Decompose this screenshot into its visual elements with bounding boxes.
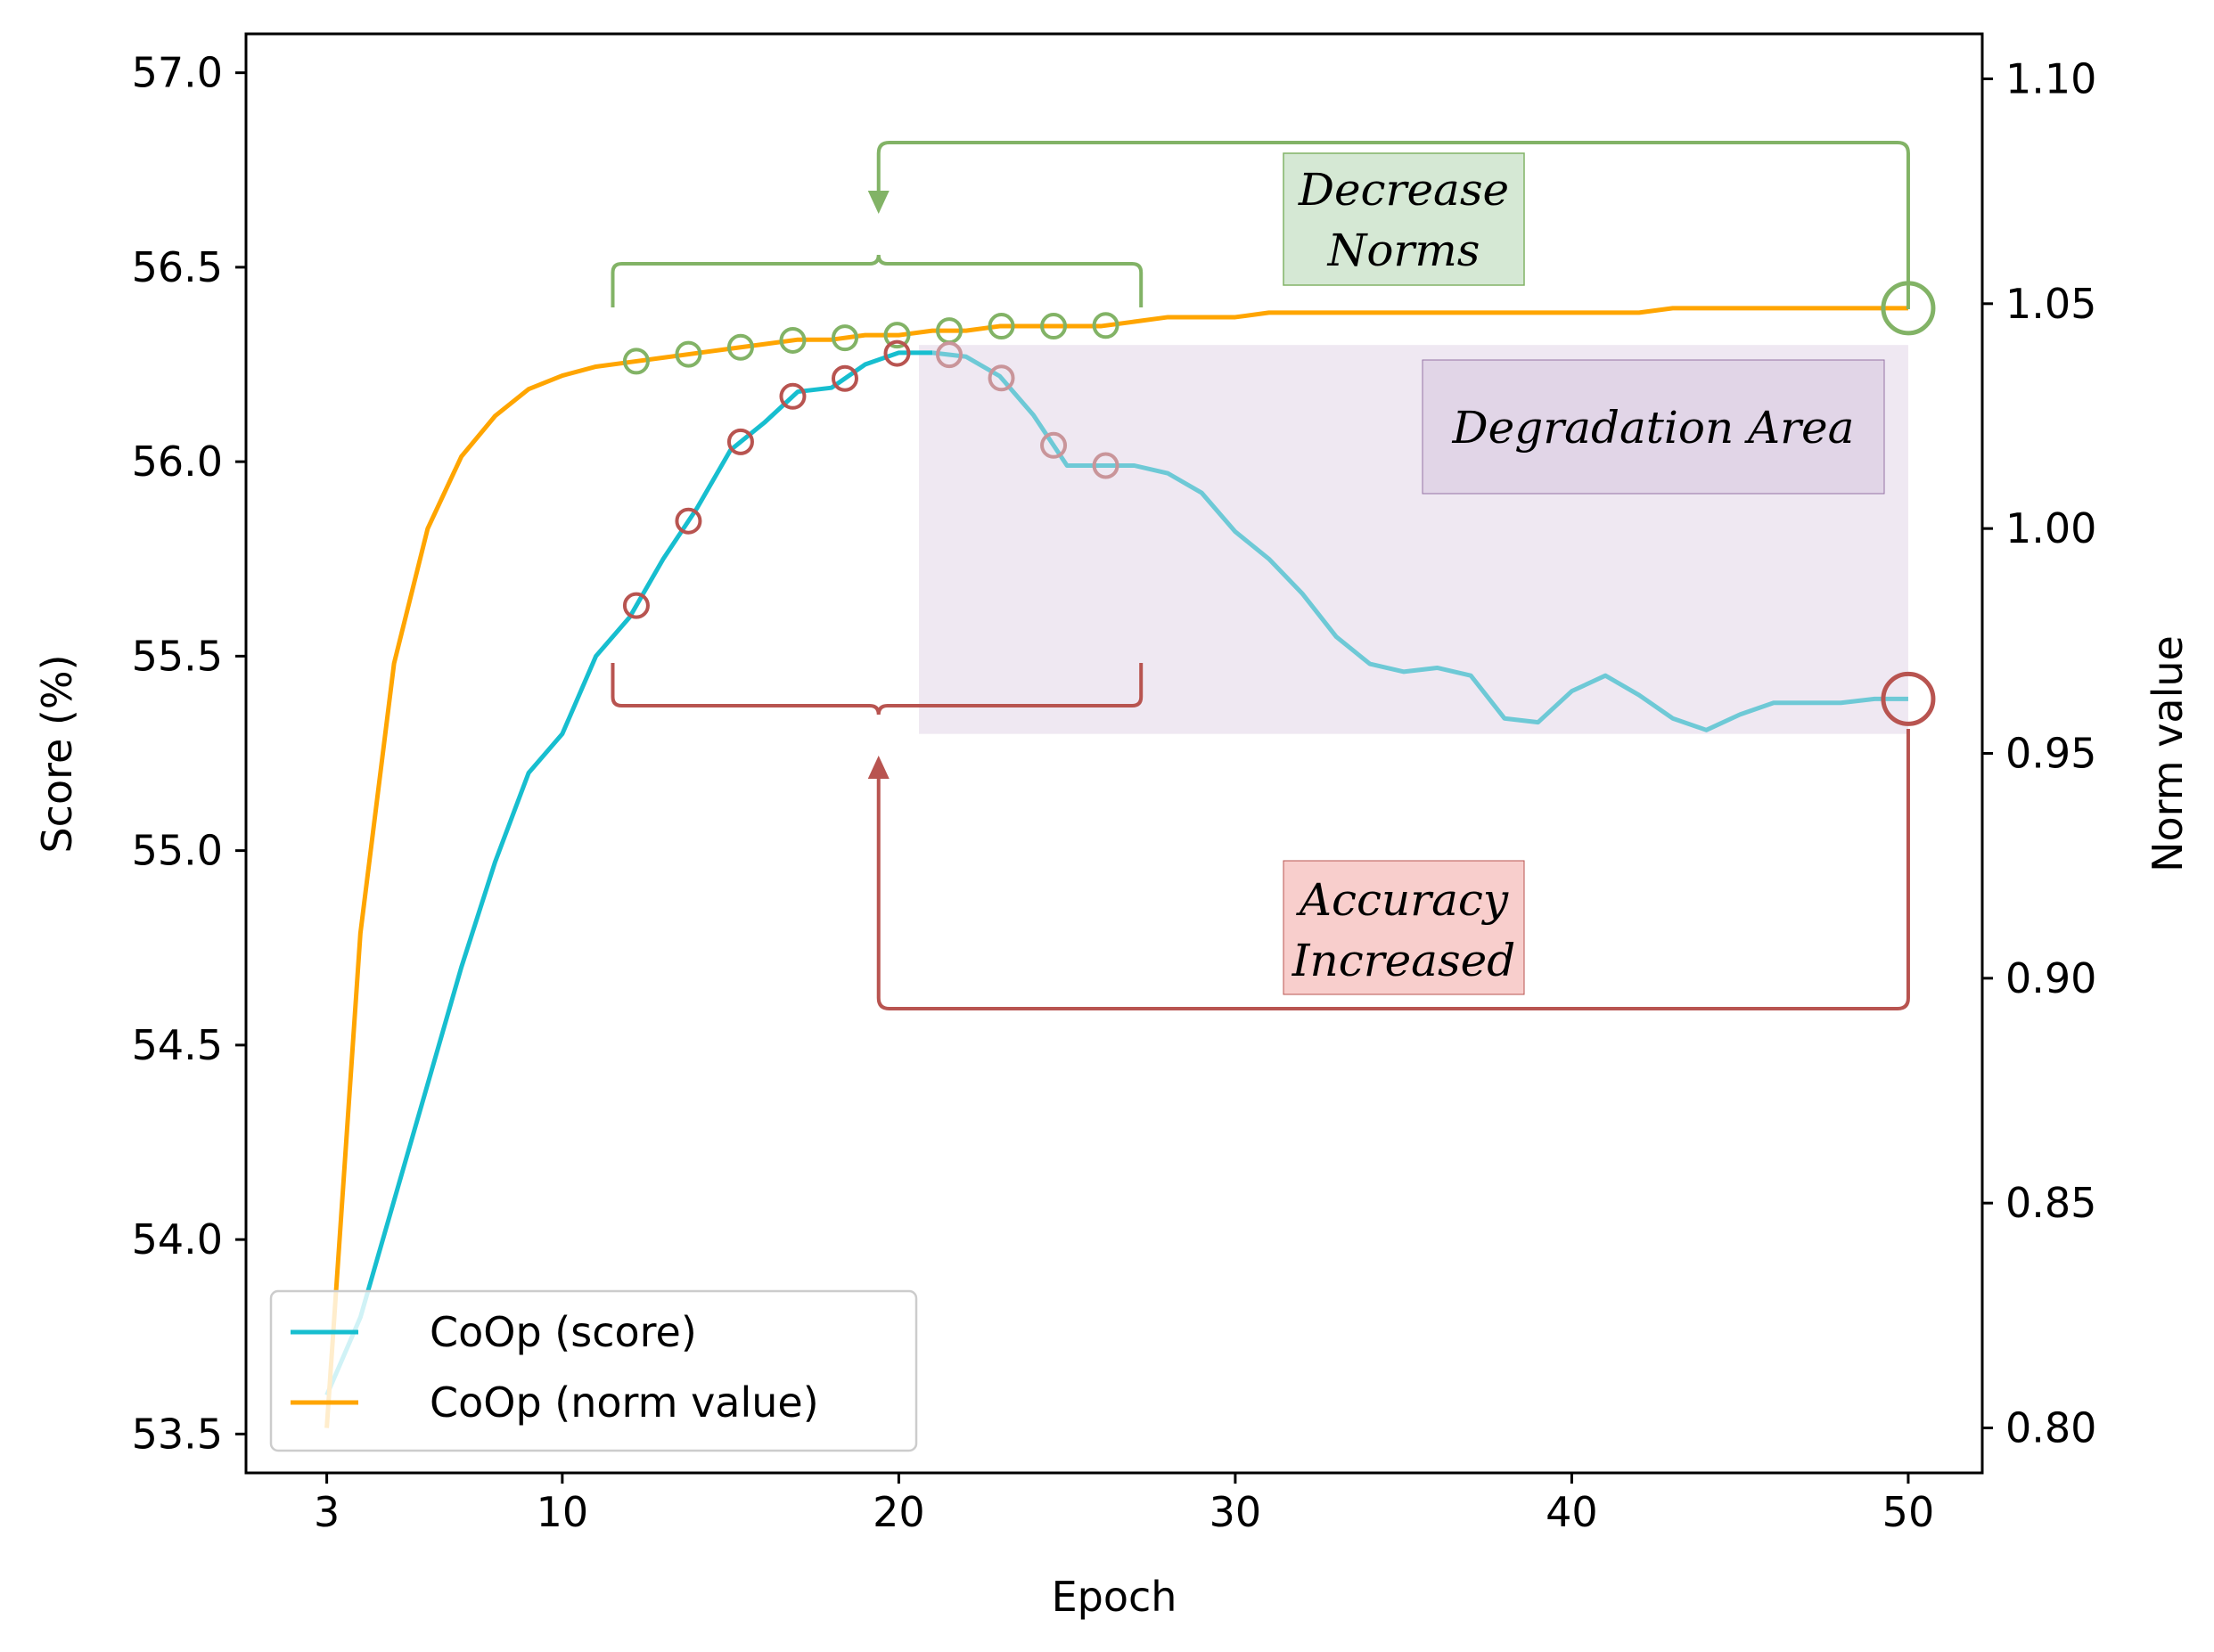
accuracy-increased-bracket [611, 663, 1144, 716]
decrease-norms-bracket [611, 254, 1144, 307]
x-tick-label: 40 [1546, 1488, 1598, 1536]
score-end-marker [1881, 671, 1936, 726]
norm-marker [988, 313, 1015, 340]
accuracy-increased-line1: Accuracy [1296, 874, 1509, 926]
norm-marker [1040, 313, 1068, 340]
norm-marker [883, 322, 911, 349]
score-marker [622, 592, 650, 619]
score-marker [831, 364, 858, 392]
score-marker [936, 341, 964, 369]
score-marker [726, 428, 754, 455]
norm-marker [675, 340, 702, 368]
score-marker [675, 507, 702, 535]
x-tick-label: 10 [537, 1488, 589, 1536]
score-marker [883, 339, 911, 367]
legend: CoOp (score) CoOp (norm value) [269, 1289, 918, 1452]
y-tick-label: 55.0 [132, 827, 223, 875]
decrease-norms-arrowhead [867, 191, 890, 214]
y2-tick-label: 1.05 [2005, 280, 2096, 328]
norm-marker [726, 333, 754, 361]
y2-tick-label: 0.85 [2005, 1179, 2096, 1227]
y-tick-label: 53.5 [132, 1410, 223, 1458]
decrease-norms-box [1283, 152, 1525, 286]
x-tick-label: 20 [873, 1488, 925, 1536]
score-marker [988, 364, 1015, 392]
y2-tick-label: 0.95 [2005, 730, 2096, 778]
accuracy-increased-line2: Increased [1292, 935, 1516, 986]
legend-box [269, 1289, 918, 1452]
y-tick-label: 57.0 [132, 49, 223, 97]
norm-marker [831, 324, 858, 352]
plot-frame [244, 32, 1984, 1475]
y-tick-label: 55.5 [132, 632, 223, 680]
degradation-area-box [1422, 359, 1885, 495]
score-marker [1092, 452, 1119, 479]
y2-tick-label: 0.80 [2005, 1404, 2096, 1452]
x-tick-label: 50 [1882, 1488, 1935, 1536]
y2-axis-label: Norm value [2144, 635, 2192, 872]
norm-end-marker [1881, 281, 1936, 336]
brackets-layer [611, 141, 1910, 1010]
y2-tick-label: 1.00 [2005, 504, 2096, 552]
x-tick-label: 3 [314, 1488, 340, 1536]
y-tick-label: 56.5 [132, 243, 223, 291]
legend-label-score: CoOp (score) [430, 1308, 697, 1356]
decrease-norms-arrow-line [876, 141, 1910, 309]
norm-marker [622, 348, 650, 375]
accuracy-increased-box [1283, 860, 1525, 995]
ticks-layer: 3 10 20 30 40 50 53.5 54.0 54.5 55.0 55.5 56.0 56.5 5… [132, 49, 2097, 1536]
y-tick-label: 54.5 [132, 1021, 223, 1069]
legend-label-norm: CoOp (norm value) [430, 1378, 819, 1427]
degradation-area-label: Degradation Area [1452, 402, 1855, 454]
y2-tick-label: 1.10 [2005, 54, 2096, 102]
markers-layer [622, 281, 1936, 726]
score-marker [1040, 431, 1068, 459]
decrease-norms-line2: Norms [1327, 225, 1480, 276]
y-tick-label: 56.0 [132, 438, 223, 486]
accuracy-increased-arrow-line [876, 729, 1910, 1010]
norm-marker [1092, 312, 1119, 339]
x-axis-label: Epoch [1052, 1573, 1177, 1621]
y2-tick-label: 0.90 [2005, 954, 2096, 1002]
annotations-layer: Decrease Norms Degradation Area Accuracy… [1283, 152, 1885, 995]
y-axis-label: Score (%) [33, 654, 81, 853]
norm-marker [779, 326, 807, 354]
series-line-score [324, 350, 933, 1396]
axes-layer [244, 32, 1984, 1475]
accuracy-increased-arrowhead [867, 756, 890, 779]
x-tick-label: 30 [1210, 1488, 1262, 1536]
decrease-norms-line1: Decrease [1298, 164, 1509, 216]
axis-labels-layer: Epoch Score (%) Norm value [33, 635, 2192, 1621]
y-tick-label: 54.0 [132, 1215, 223, 1264]
score-marker [779, 382, 807, 410]
